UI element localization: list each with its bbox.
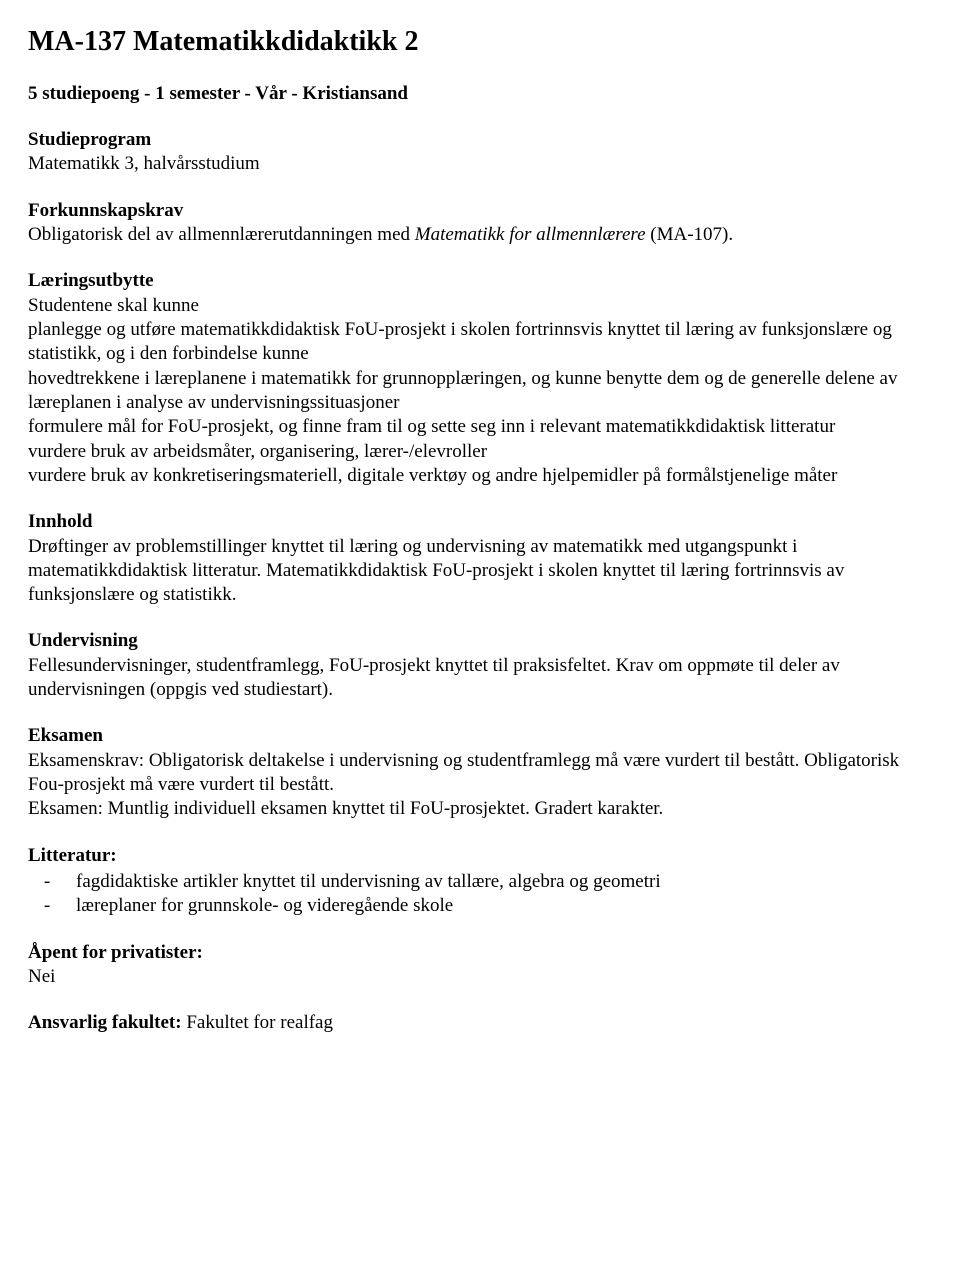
privatister-heading: Åpent for privatister: — [28, 941, 932, 965]
ansvarlig-value: Fakultet for realfag — [186, 1012, 333, 1033]
forkunnskapskrav-heading: Forkunnskapskrav — [28, 199, 932, 223]
forkunnskapskrav-post: (MA-107). — [646, 224, 734, 245]
course-title: MA-137 Matematikkdidaktikk 2 — [28, 24, 932, 60]
laeringsutbytte-item: vurdere bruk av arbeidsmåter, organiseri… — [28, 440, 932, 464]
ansvarlig-heading: Ansvarlig fakultet: — [28, 1012, 186, 1033]
course-subtitle: 5 studiepoeng - 1 semester - Vår - Krist… — [28, 82, 932, 106]
eksamen-heading: Eksamen — [28, 724, 932, 748]
innhold-text: Drøftinger av problemstillinger knyttet … — [28, 535, 932, 608]
laeringsutbytte-item: planlegge og utføre matematikkdidaktisk … — [28, 318, 932, 367]
ansvarlig-line: Ansvarlig fakultet: Fakultet for realfag — [28, 1011, 932, 1035]
laeringsutbytte-item: hovedtrekkene i læreplanene i matematikk… — [28, 367, 932, 416]
laeringsutbytte-item: vurdere bruk av konkretiseringsmateriell… — [28, 464, 932, 488]
litteratur-item: fagdidaktiske artikler knyttet til under… — [76, 870, 932, 894]
studieprogram-text: Matematikk 3, halvårsstudium — [28, 152, 932, 176]
forkunnskapskrav-pre: Obligatorisk del av allmennlærerutdannin… — [28, 224, 415, 245]
laeringsutbytte-item: formulere mål for FoU-prosjekt, og finne… — [28, 415, 932, 439]
innhold-heading: Innhold — [28, 510, 932, 534]
litteratur-item: læreplaner for grunnskole- og videregåen… — [76, 894, 932, 918]
eksamen-text1: Eksamenskrav: Obligatorisk deltakelse i … — [28, 749, 932, 798]
privatister-value: Nei — [28, 965, 932, 989]
forkunnskapskrav-italic: Matematikk for allmennlærere — [415, 224, 646, 245]
litteratur-list: fagdidaktiske artikler knyttet til under… — [28, 870, 932, 919]
studieprogram-heading: Studieprogram — [28, 128, 932, 152]
forkunnskapskrav-text: Obligatorisk del av allmennlærerutdannin… — [28, 223, 932, 247]
undervisning-text: Fellesundervisninger, studentframlegg, F… — [28, 654, 932, 703]
eksamen-text2: Eksamen: Muntlig individuell eksamen kny… — [28, 797, 932, 821]
litteratur-heading: Litteratur: — [28, 844, 932, 868]
laeringsutbytte-heading: Læringsutbytte — [28, 269, 932, 293]
undervisning-heading: Undervisning — [28, 629, 932, 653]
laeringsutbytte-intro: Studentene skal kunne — [28, 294, 932, 318]
